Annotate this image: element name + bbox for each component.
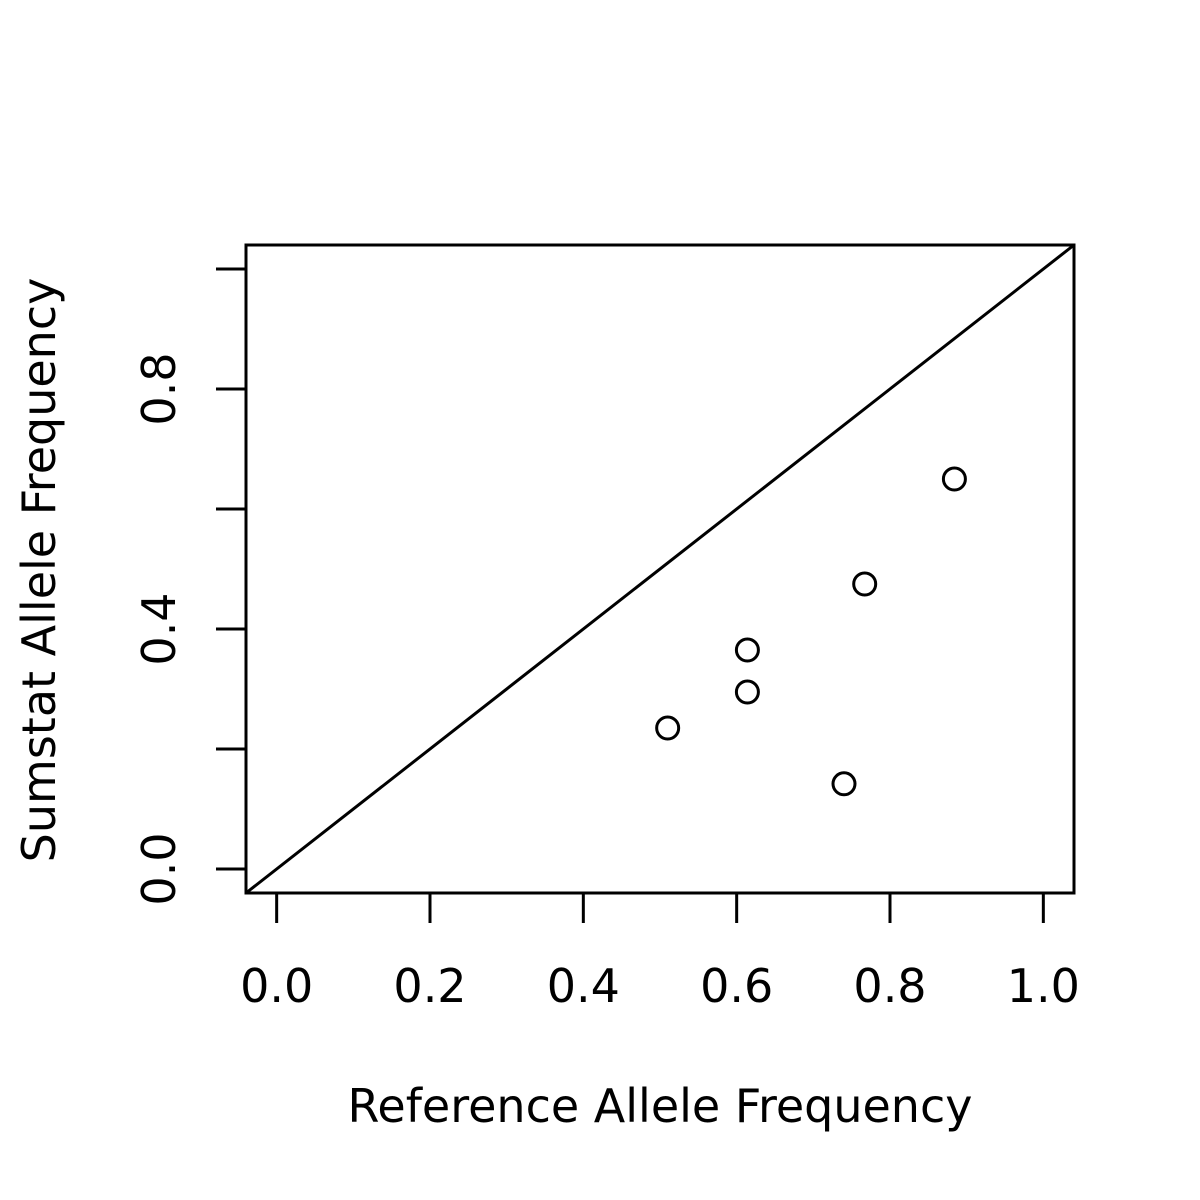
y-tick-label: 0.8	[132, 352, 186, 425]
data-point	[941, 466, 967, 492]
data-point	[852, 571, 878, 597]
x-axis-title: Reference Allele Frequency	[348, 1079, 973, 1133]
x-tick-label: 0.2	[393, 959, 466, 1013]
data-point	[831, 771, 857, 797]
identity-line	[245, 243, 1075, 895]
data-point	[734, 637, 760, 663]
data-point	[655, 715, 681, 741]
x-tick-label: 0.0	[240, 959, 313, 1013]
x-tick-label: 1.0	[1007, 959, 1080, 1013]
y-tick-label: 0.4	[132, 592, 186, 665]
y-tick-label: 0.0	[132, 832, 186, 905]
x-tick-label: 0.8	[853, 959, 926, 1013]
plot-frame	[244, 243, 1076, 895]
y-axis-title: Sumstat Allele Frequency	[12, 278, 66, 863]
x-tick-label: 0.6	[700, 959, 773, 1013]
x-tick-label: 0.4	[547, 959, 620, 1013]
data-point	[734, 679, 760, 705]
